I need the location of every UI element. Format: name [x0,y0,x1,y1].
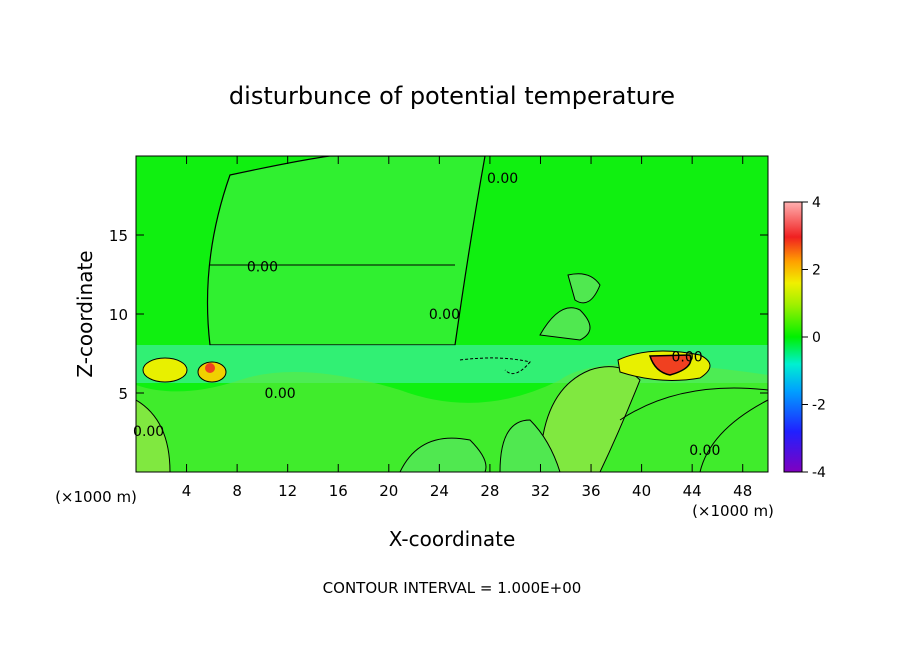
colorbar-tick-label: 2 [812,263,821,279]
footnote: CONTOUR INTERVAL = 1.000E+00 [323,579,582,597]
contour-label: 0.00 [672,350,703,366]
colorbar-tick-label: 0 [812,330,821,346]
x-tick-label: 12 [278,482,297,500]
x-unit-left: (×1000 m) [55,488,137,506]
x-tick-label: 8 [232,482,242,500]
y-tick-label: 10 [109,306,128,324]
x-tick-label: 24 [430,482,449,500]
colorbar-tick-label: -4 [812,465,826,481]
x-tick-label: 4 [182,482,192,500]
x-tick-label: 20 [379,482,398,500]
contour-label: 0.00 [689,443,720,459]
x-tick-label: 16 [329,482,348,500]
x-tick-label: 48 [733,482,752,500]
y-tick-label: 15 [109,227,128,245]
contour-label: 0.00 [487,171,518,187]
contour-label: 0.00 [429,307,460,323]
colorbar-tick-label: -2 [812,398,826,414]
colorbar [783,201,803,473]
colorbar-tick-label: 4 [812,195,821,211]
x-tick-label: 32 [531,482,550,500]
field [136,156,768,472]
contour-label: 0.00 [247,260,278,276]
x-tick-label: 40 [632,482,651,500]
x-tick-label: 44 [683,482,702,500]
x-tick-label: 36 [581,482,600,500]
x-axis-label: X-coordinate [389,527,516,551]
contour-label: 0.00 [265,386,296,402]
y-tick-label: 5 [118,385,128,403]
x-unit-right: (×1000 m) [692,502,774,520]
contour-label: 0.00 [133,424,164,440]
chart-title: disturbunce of potential temperature [229,82,675,110]
y-axis-label: Z-coordinate [73,250,97,377]
x-tick-label: 28 [480,482,499,500]
